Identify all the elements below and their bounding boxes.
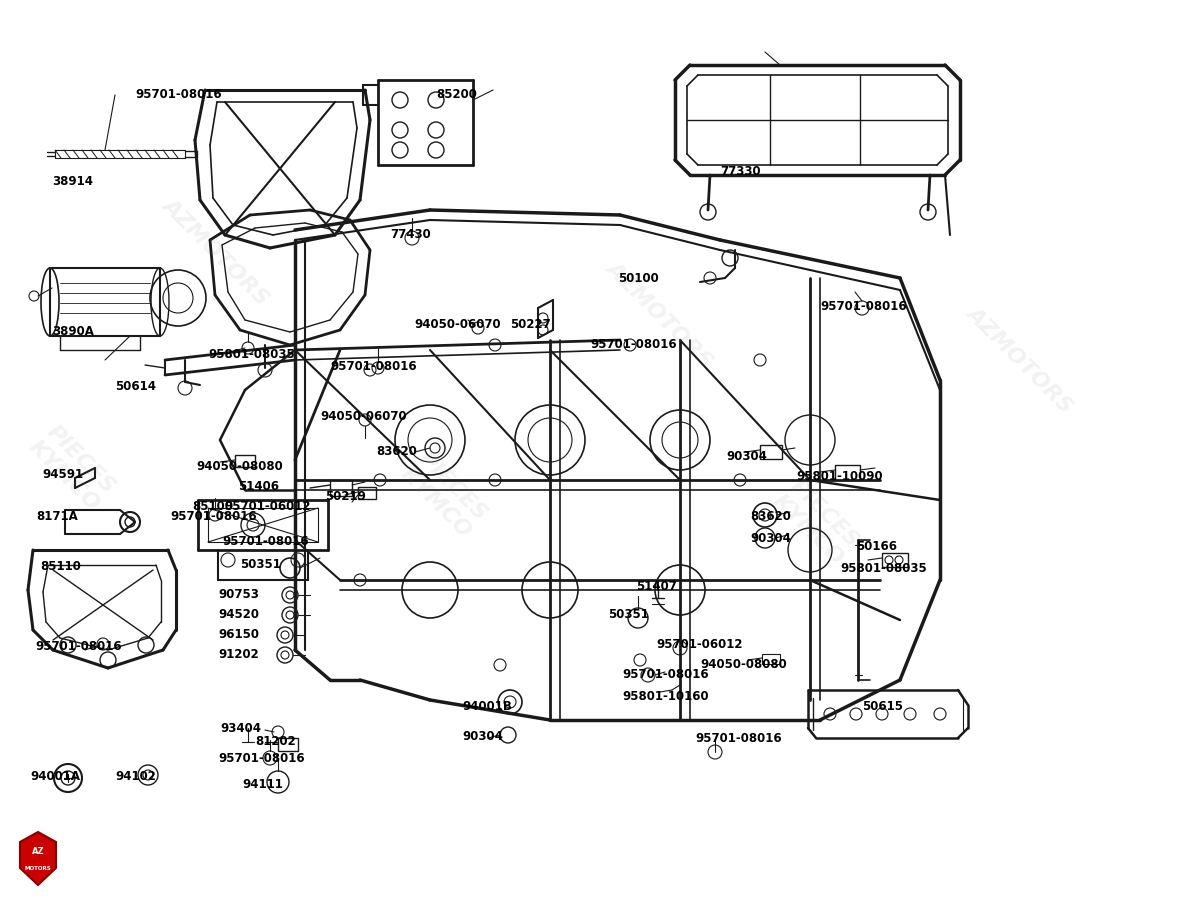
Text: 90753: 90753	[218, 588, 259, 601]
Text: 93404: 93404	[220, 722, 262, 735]
Text: 85110: 85110	[40, 560, 80, 573]
Text: 77330: 77330	[720, 165, 761, 178]
Text: 95701-08016: 95701-08016	[330, 360, 416, 373]
Text: 83620: 83620	[750, 510, 791, 523]
Text: 95801-10090: 95801-10090	[796, 470, 883, 483]
Text: 50351: 50351	[608, 608, 649, 621]
Bar	[760, 445, 782, 459]
Text: 96150: 96150	[218, 628, 259, 641]
Text: 77430: 77430	[390, 228, 431, 241]
Text: 95801-10160: 95801-10160	[622, 690, 709, 703]
Text: PIECES
KYMCO: PIECES KYMCO	[25, 420, 119, 516]
Text: 81202: 81202	[256, 735, 295, 748]
Text: 95701-08016: 95701-08016	[218, 752, 305, 765]
Text: 94001A: 94001A	[30, 770, 80, 783]
Text: PIECES
KYMCO: PIECES KYMCO	[397, 447, 491, 543]
Text: 94050-06070: 94050-06070	[320, 410, 407, 423]
Text: 90304: 90304	[462, 730, 503, 743]
Bar	[278, 738, 298, 751]
Text: 85100: 85100	[192, 500, 233, 513]
Text: 95701-08016: 95701-08016	[134, 88, 222, 101]
Text: 50166: 50166	[856, 540, 898, 553]
Text: 95801-08035: 95801-08035	[208, 348, 295, 361]
Text: 50615: 50615	[862, 700, 904, 713]
Text: 50614: 50614	[115, 380, 156, 393]
Text: 85200: 85200	[436, 88, 476, 101]
Text: 95701-08016: 95701-08016	[222, 535, 308, 548]
Text: 50227: 50227	[510, 318, 551, 331]
Text: 94520: 94520	[218, 608, 259, 621]
Text: 50100: 50100	[618, 272, 659, 285]
Bar	[835, 465, 860, 480]
Text: AZ: AZ	[31, 848, 44, 857]
Text: MOTORS: MOTORS	[25, 866, 52, 870]
Text: 90304: 90304	[726, 450, 767, 463]
Text: 95701-06012: 95701-06012	[656, 638, 743, 651]
Text: 95701-08016: 95701-08016	[590, 338, 677, 351]
Text: AZMOTORS: AZMOTORS	[602, 258, 718, 372]
Text: 38914: 38914	[52, 175, 94, 188]
Text: 91202: 91202	[218, 648, 259, 661]
Text: 94050-08080: 94050-08080	[700, 658, 787, 671]
Text: 95701-08016: 95701-08016	[820, 300, 907, 313]
Text: 94050-08080: 94050-08080	[196, 460, 283, 473]
Bar	[358, 487, 376, 499]
Polygon shape	[20, 832, 56, 885]
Text: 94050-06070: 94050-06070	[414, 318, 500, 331]
Text: AZMOTORS: AZMOTORS	[158, 195, 274, 309]
Text: 94001B: 94001B	[462, 700, 512, 713]
Text: 95701-08016: 95701-08016	[170, 510, 257, 523]
Text: 94102: 94102	[115, 770, 156, 783]
Text: 3890A: 3890A	[52, 325, 94, 338]
Bar	[762, 654, 780, 664]
Text: 94111: 94111	[242, 778, 283, 791]
Text: 95701-08016: 95701-08016	[695, 732, 781, 745]
Bar	[882, 553, 908, 567]
Text: 51407: 51407	[636, 580, 677, 593]
Text: 51406: 51406	[238, 480, 278, 493]
Text: 90304: 90304	[750, 532, 791, 545]
Text: PIECES
KYMCO: PIECES KYMCO	[769, 474, 863, 570]
Text: 50219: 50219	[325, 490, 366, 503]
Text: 50351: 50351	[240, 558, 281, 571]
Text: 95701-06012: 95701-06012	[224, 500, 311, 513]
Bar	[330, 480, 352, 496]
Text: 95701-08016: 95701-08016	[35, 640, 121, 653]
Text: 94591: 94591	[42, 468, 83, 481]
Text: 8171A: 8171A	[36, 510, 78, 523]
Text: 95701-08016: 95701-08016	[622, 668, 709, 681]
Text: 83620: 83620	[376, 445, 416, 458]
Text: AZMOTORS: AZMOTORS	[962, 303, 1078, 417]
Bar	[235, 455, 256, 467]
Text: 95801-08035: 95801-08035	[840, 562, 926, 575]
